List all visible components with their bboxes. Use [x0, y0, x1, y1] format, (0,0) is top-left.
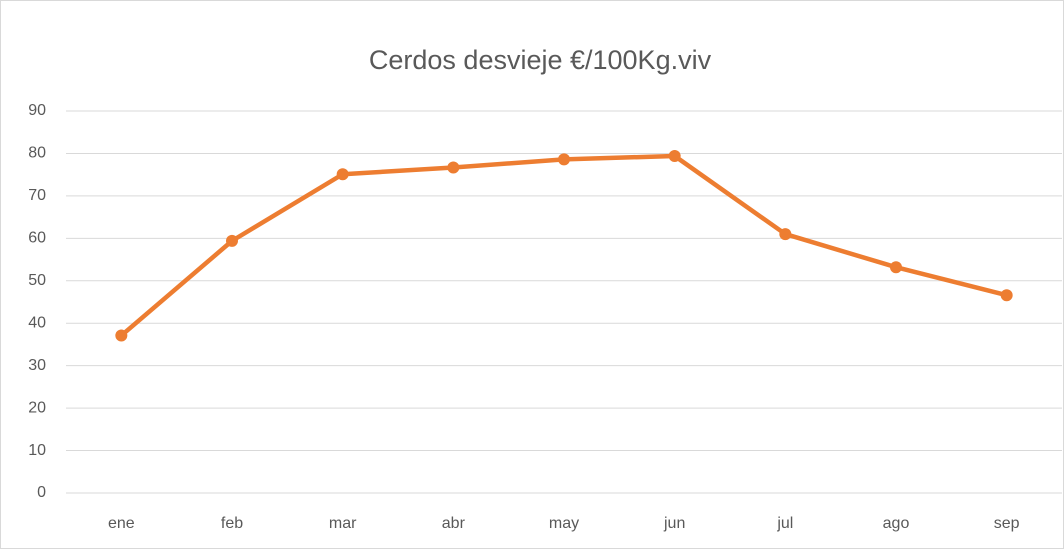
data-point	[779, 228, 792, 241]
y-tick-label: 50	[28, 272, 46, 289]
x-tick-label: feb	[221, 515, 243, 532]
y-tick-label: 30	[28, 357, 46, 374]
chart-title: Cerdos desvieje €/100Kg.viv	[369, 45, 712, 75]
x-tick-label: ene	[108, 515, 135, 532]
y-tick-label: 90	[28, 102, 46, 119]
y-tick-label: 10	[28, 442, 46, 459]
y-tick-label: 40	[28, 314, 46, 331]
y-tick-label: 70	[28, 187, 46, 204]
x-tick-label: mar	[329, 515, 357, 532]
y-tick-label: 80	[28, 145, 46, 162]
x-tick-label: sep	[994, 515, 1020, 532]
data-point	[558, 153, 570, 166]
x-tick-label: may	[549, 515, 579, 532]
data-point	[226, 234, 238, 247]
x-tick-label: abr	[442, 515, 466, 532]
data-point	[890, 261, 902, 274]
data-point	[668, 149, 681, 162]
data-point	[336, 168, 349, 181]
x-tick-label: jul	[776, 515, 793, 532]
data-point	[115, 329, 128, 342]
y-tick-label: 60	[28, 230, 46, 247]
data-point	[1000, 289, 1013, 302]
x-tick-label: ago	[883, 515, 910, 532]
x-tick-label: jun	[663, 515, 685, 532]
y-tick-label: 20	[28, 399, 46, 416]
data-point	[447, 161, 460, 174]
y-tick-label: 0	[37, 484, 46, 501]
